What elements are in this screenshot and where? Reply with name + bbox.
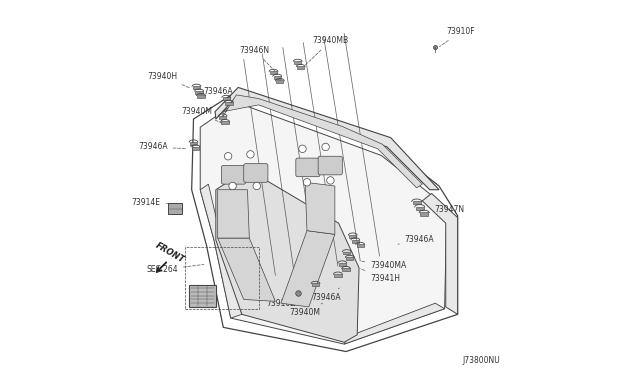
Bar	[195, 91, 203, 94]
FancyBboxPatch shape	[296, 158, 320, 177]
Text: 73940M: 73940M	[289, 303, 323, 317]
Polygon shape	[216, 169, 359, 342]
Polygon shape	[422, 193, 458, 314]
Polygon shape	[218, 190, 250, 238]
Bar	[223, 97, 230, 100]
Circle shape	[246, 151, 254, 158]
Polygon shape	[215, 87, 439, 190]
FancyBboxPatch shape	[244, 164, 268, 182]
Circle shape	[253, 182, 260, 190]
Bar	[193, 86, 200, 89]
Text: 73946A: 73946A	[138, 142, 186, 151]
Circle shape	[229, 182, 236, 190]
Text: J73800NU: J73800NU	[463, 356, 500, 365]
Bar	[420, 212, 428, 215]
Polygon shape	[305, 182, 335, 234]
Bar	[356, 244, 364, 247]
Bar	[190, 142, 197, 145]
Text: 73910Z: 73910Z	[266, 294, 298, 308]
Circle shape	[303, 179, 310, 186]
Bar	[352, 240, 359, 243]
Polygon shape	[281, 231, 335, 307]
Text: 73940MB: 73940MB	[305, 36, 349, 65]
Text: 73941H: 73941H	[360, 269, 400, 283]
Polygon shape	[218, 238, 275, 301]
Bar	[346, 257, 353, 260]
Bar	[349, 235, 356, 238]
Text: 73940H: 73940H	[148, 72, 190, 88]
Text: 73914E: 73914E	[132, 198, 176, 207]
Polygon shape	[200, 102, 447, 344]
Bar	[225, 102, 232, 105]
Text: 73946A: 73946A	[203, 87, 243, 101]
Polygon shape	[223, 95, 422, 188]
Bar	[192, 147, 199, 150]
FancyBboxPatch shape	[168, 203, 182, 214]
Bar	[312, 283, 319, 286]
Bar	[197, 95, 205, 98]
Polygon shape	[344, 303, 445, 344]
Polygon shape	[200, 184, 242, 318]
FancyBboxPatch shape	[221, 166, 246, 184]
Bar	[342, 268, 349, 271]
Bar	[339, 263, 346, 266]
Bar	[415, 207, 424, 210]
Bar	[273, 76, 281, 79]
Bar	[270, 71, 277, 74]
Bar	[276, 80, 284, 83]
Bar	[184, 247, 259, 309]
Text: 73947N: 73947N	[426, 205, 465, 214]
Text: FRONT: FRONT	[154, 241, 187, 265]
Circle shape	[322, 143, 330, 151]
Text: 73946A: 73946A	[311, 288, 340, 302]
Bar	[221, 121, 228, 124]
Bar	[219, 116, 226, 119]
Bar	[413, 201, 421, 204]
Text: 73946A: 73946A	[398, 235, 435, 244]
Bar	[343, 251, 351, 254]
Bar	[294, 61, 301, 64]
Text: SEC.264: SEC.264	[147, 264, 204, 274]
FancyBboxPatch shape	[189, 285, 216, 307]
FancyBboxPatch shape	[318, 156, 342, 175]
Text: 73940MA: 73940MA	[360, 261, 406, 270]
Circle shape	[225, 153, 232, 160]
Circle shape	[299, 145, 306, 153]
Text: 73946N: 73946N	[239, 46, 278, 74]
Bar	[334, 274, 342, 277]
Bar	[297, 66, 304, 69]
Circle shape	[326, 177, 334, 184]
Text: 73910F: 73910F	[440, 27, 475, 47]
Text: 73940M: 73940M	[181, 107, 223, 124]
